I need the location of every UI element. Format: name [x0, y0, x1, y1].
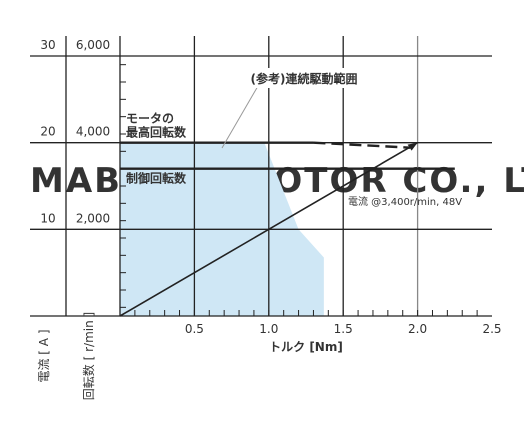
speed-tick-label: 6,000 — [76, 38, 110, 52]
x-tick-label: 0.5 — [185, 322, 204, 336]
max-speed-line-dashed — [313, 141, 411, 149]
current-series-line — [119, 141, 419, 317]
region-label-box — [233, 68, 375, 88]
chart-lines — [119, 85, 455, 317]
x-tick-label: 2.0 — [408, 322, 427, 336]
current-tick-label: 10 — [40, 211, 55, 225]
current-tick-label: 30 — [40, 38, 55, 52]
current-axis-title: 電流 [ A ] — [37, 329, 51, 382]
region-label: (参考)連続駆動範囲 — [251, 71, 358, 86]
chart-labels: 0.5 1.0 1.5 2.0 2.5 トルク [Nm] 10 20 30 2,000 4,000 6… — [37, 38, 502, 400]
current-tick-label: 20 — [40, 125, 55, 139]
max-speed-label-line1: モータの — [126, 112, 174, 126]
speed-axis-title: 回転数 [ r/min ] — [81, 312, 96, 400]
x-tick-label: 1.5 — [334, 322, 353, 336]
x-tick-label: 1.0 — [259, 322, 278, 336]
x-axis-title: トルク [Nm] — [269, 340, 343, 354]
speed-tick-label: 4,000 — [76, 125, 110, 139]
current-series-label: 電流 @3,400r/min, 48V — [348, 195, 462, 208]
control-speed-label: 制御回転数 — [126, 171, 187, 186]
region-callout-leader — [221, 85, 259, 149]
speed-tick-label: 2,000 — [76, 211, 110, 225]
x-tick-label: 2.5 — [482, 322, 501, 336]
max-speed-label-line2: 最高回転数 — [126, 125, 187, 140]
current-series-arrowhead — [407, 142, 418, 151]
